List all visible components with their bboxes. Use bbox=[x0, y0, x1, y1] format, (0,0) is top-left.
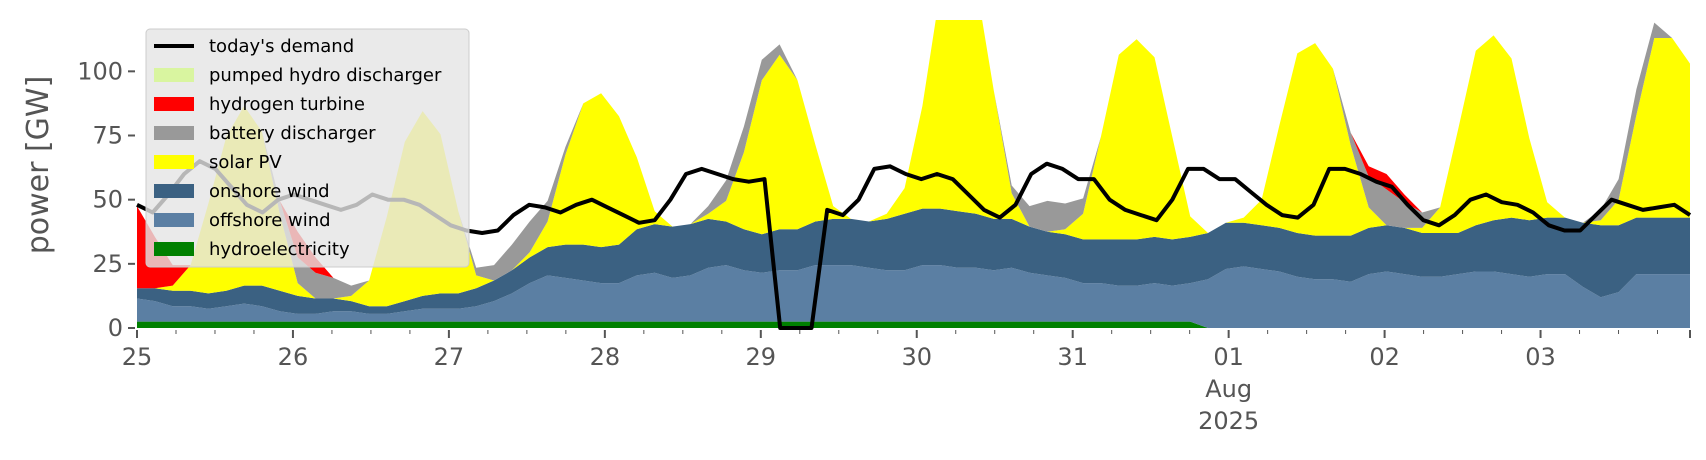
legend-label: today's demand bbox=[209, 36, 354, 57]
legend-swatch bbox=[154, 184, 194, 198]
legend-label: solar PV bbox=[209, 152, 282, 173]
x-axis: 25 26 27 28 29 30 31 01 Aug 2025 02 03 bbox=[122, 330, 1691, 435]
legend-swatch bbox=[154, 97, 194, 111]
legend-label: offshore wind bbox=[209, 210, 331, 231]
x-tick-label: 31 bbox=[1057, 343, 1088, 371]
y-tick-label: 75 bbox=[92, 122, 123, 150]
stacked-areas bbox=[0, 0, 1706, 328]
y-axis: 0 25 50 75 100 bbox=[77, 57, 135, 342]
legend-swatch bbox=[154, 213, 194, 227]
x-tick-label: 03 bbox=[1525, 343, 1556, 371]
area-solar-pv bbox=[137, 0, 1690, 307]
area-onshore-wind bbox=[137, 208, 1690, 314]
x-tick-label: 26 bbox=[278, 343, 309, 371]
legend-label: hydrogen turbine bbox=[209, 94, 365, 115]
x-tick-year-label: 2025 bbox=[1198, 407, 1259, 435]
x-tick-label: 27 bbox=[434, 343, 465, 371]
x-tick-label: 30 bbox=[901, 343, 932, 371]
x-tick-label: 28 bbox=[590, 343, 621, 371]
y-axis-label: power [GW] bbox=[21, 76, 56, 255]
x-tick-label: 02 bbox=[1369, 343, 1400, 371]
x-tick-label: 01 bbox=[1213, 343, 1244, 371]
legend-swatch bbox=[154, 155, 194, 169]
legend-swatch bbox=[154, 242, 194, 256]
x-tick-month-label: Aug bbox=[1205, 375, 1252, 403]
y-tick-label: 0 bbox=[108, 314, 123, 342]
y-tick-label: 100 bbox=[77, 57, 123, 85]
legend: today's demand pumped hydro discharger hyd… bbox=[145, 28, 470, 268]
legend-box bbox=[145, 28, 470, 268]
legend-label: onshore wind bbox=[209, 181, 330, 202]
legend-label: pumped hydro discharger bbox=[209, 65, 442, 86]
x-tick-label: 25 bbox=[122, 343, 153, 371]
x-tick-label: 29 bbox=[746, 343, 777, 371]
plot-top-mask bbox=[0, 0, 1706, 20]
area-offshore-wind bbox=[137, 265, 1690, 328]
y-tick-label: 25 bbox=[92, 250, 123, 278]
area-hydroelectricity bbox=[137, 321, 1690, 328]
y-tick-label: 50 bbox=[92, 186, 123, 214]
legend-swatch bbox=[154, 126, 194, 140]
legend-label: battery discharger bbox=[209, 123, 376, 144]
legend-swatch bbox=[154, 68, 194, 82]
legend-label: hydroelectricity bbox=[209, 239, 350, 260]
